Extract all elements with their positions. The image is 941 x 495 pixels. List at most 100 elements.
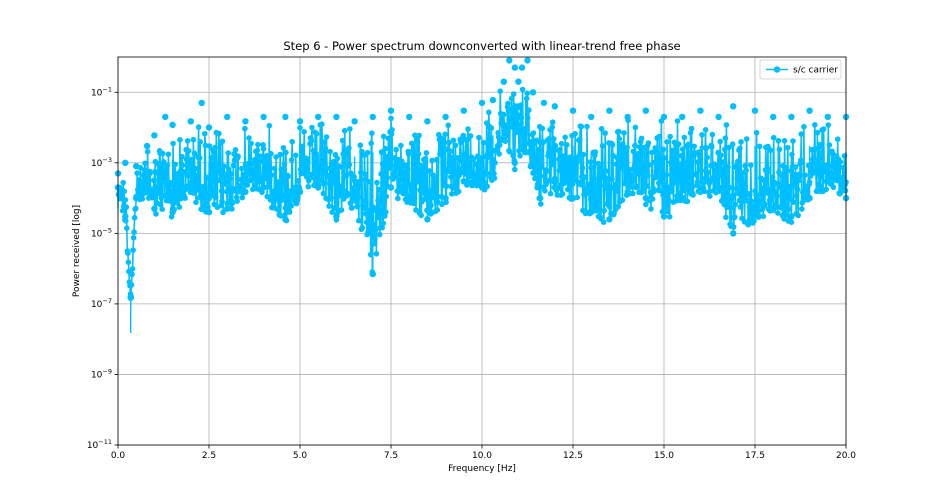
- series-point: [280, 145, 287, 151]
- dip-point: [296, 188, 304, 196]
- series-point: [180, 169, 187, 175]
- series-point: [288, 203, 295, 209]
- series-point: [389, 127, 395, 133]
- series-point: [166, 198, 173, 204]
- series-point: [121, 188, 127, 195]
- legend-marker-swatch: [773, 66, 781, 73]
- series-point: [391, 155, 398, 161]
- dip-point: [122, 213, 129, 220]
- series-point: [170, 140, 176, 147]
- series-point: [650, 188, 657, 195]
- series-point: [707, 193, 713, 199]
- series-point: [599, 143, 606, 149]
- series-point: [449, 191, 455, 197]
- series-point: [801, 123, 807, 130]
- series-point: [358, 169, 364, 176]
- series-point: [545, 149, 552, 156]
- data-point: [569, 107, 577, 114]
- series-point: [764, 165, 771, 172]
- series-point: [153, 211, 159, 217]
- series-point: [324, 165, 330, 172]
- series-point: [653, 148, 659, 155]
- series-point: [365, 208, 372, 214]
- series-point: [329, 209, 336, 215]
- data-point: [282, 113, 289, 121]
- series-point: [482, 170, 489, 177]
- series-point: [649, 149, 655, 156]
- y-axis: 10−11 10−9 10−7 10−5 10−3 10−1: [87, 85, 118, 451]
- series-point: [775, 137, 782, 144]
- dip-point: [606, 216, 613, 223]
- series-point: [435, 199, 441, 205]
- series-point: [339, 137, 346, 144]
- dip-point: [642, 194, 649, 202]
- series-point: [591, 186, 598, 193]
- series-point: [239, 165, 245, 172]
- series-point: [237, 182, 244, 189]
- data-point: [529, 89, 537, 96]
- series-point: [338, 207, 345, 213]
- series-point: [516, 122, 523, 128]
- data-point: [478, 99, 486, 107]
- dip-point: [282, 216, 289, 223]
- series-point: [802, 172, 808, 178]
- series-point: [380, 220, 387, 227]
- data-point: [133, 163, 140, 170]
- series-point: [326, 203, 332, 209]
- series-point: [320, 169, 326, 176]
- series-point: [618, 157, 625, 163]
- series-point: [160, 177, 166, 183]
- series-point: [560, 153, 567, 159]
- series-point: [364, 149, 371, 156]
- x-tick-label: 10.0: [472, 451, 492, 461]
- data-point: [122, 159, 129, 166]
- series-point: [308, 138, 315, 144]
- series-point: [793, 193, 800, 199]
- series-point: [530, 130, 537, 136]
- series-point: [835, 171, 841, 178]
- series-point: [666, 198, 672, 204]
- series-point: [346, 145, 352, 151]
- series-point: [690, 192, 696, 198]
- series-point: [403, 162, 409, 168]
- series-point: [616, 136, 623, 142]
- series-point: [686, 176, 692, 183]
- dip-point: [205, 208, 213, 216]
- series-point: [382, 145, 389, 152]
- series-point: [657, 187, 663, 194]
- series-point: [297, 125, 303, 131]
- series-point: [216, 130, 222, 137]
- data-point: [369, 113, 376, 121]
- series-point: [703, 145, 710, 151]
- series-point: [609, 176, 615, 182]
- series-point: [207, 184, 213, 190]
- series-point: [319, 121, 325, 127]
- series-point: [564, 142, 570, 148]
- series-point: [753, 129, 760, 136]
- series-point: [265, 183, 272, 190]
- dip-point: [315, 184, 322, 191]
- chart-title: Step 6 - Power spectrum downconverted wi…: [283, 39, 680, 53]
- series-point: [230, 162, 237, 169]
- series-point: [289, 138, 296, 145]
- series-point: [457, 139, 464, 146]
- series-point: [218, 202, 224, 209]
- series-point: [702, 127, 709, 133]
- series-point: [576, 152, 582, 159]
- series-point: [176, 204, 183, 210]
- series-point: [450, 158, 456, 164]
- series-point: [587, 159, 593, 165]
- series-point: [691, 143, 697, 150]
- series-point: [263, 165, 270, 171]
- series-point: [718, 152, 724, 158]
- dip-point: [151, 205, 158, 212]
- series-point: [229, 200, 236, 206]
- series-point: [546, 136, 552, 142]
- series-point: [155, 170, 162, 177]
- data-point: [205, 124, 213, 131]
- series-point: [559, 191, 566, 197]
- series-point: [201, 188, 207, 195]
- dip-point: [333, 213, 340, 220]
- series-point: [829, 163, 836, 169]
- series-point: [399, 186, 406, 192]
